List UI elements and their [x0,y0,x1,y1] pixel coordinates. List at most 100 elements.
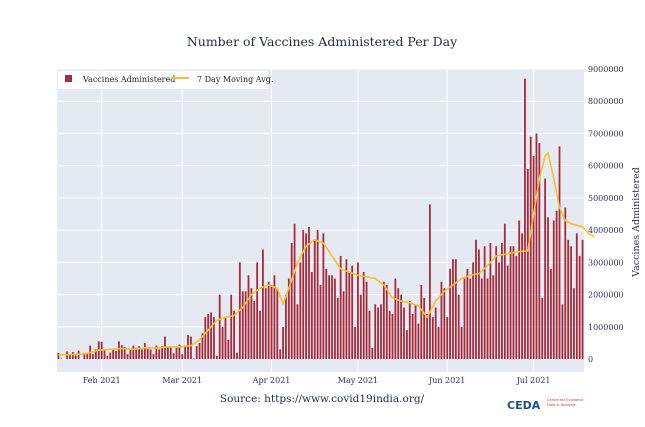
logo-subtitle-line1: Centre for Economic [547,398,584,402]
bar [529,136,532,360]
bar [218,294,221,360]
bar [446,317,449,360]
legend-bar-swatch [65,75,72,82]
bar [567,239,570,360]
bar [250,288,253,360]
bar [224,317,227,360]
bar [308,226,310,360]
bar [555,210,558,360]
bar [190,336,192,360]
bar [195,346,198,360]
bar [443,288,446,360]
bar [515,255,518,360]
y-tick-label: 7000000 [588,129,624,138]
bar [342,291,345,360]
bar [328,275,331,360]
bar [334,278,336,360]
bar [270,284,273,360]
bar [57,352,60,360]
bar [532,156,535,360]
moving-average-line [58,152,595,356]
bar [477,249,480,360]
bar [247,275,250,360]
bar [287,278,290,360]
bar [290,243,293,360]
bar [253,301,256,360]
bar [354,326,356,360]
bar [302,230,305,360]
bar [118,341,120,360]
y-tick-label: 1000000 [588,323,624,332]
bar [210,312,212,360]
bar [184,346,187,360]
x-axis-ticks: Feb 2021 Mar 2021 Apr 2021 May 2021 Jun 2021… [83,376,551,385]
bar [293,223,296,360]
y-tick-label: 6000000 [588,162,624,171]
bar [109,352,112,360]
bar [411,313,414,360]
bar [207,313,210,360]
bar [204,317,207,360]
bar [403,307,405,360]
bar [437,326,440,360]
bar [463,278,466,360]
bar [362,272,365,360]
bar [175,347,178,360]
bar-series [57,78,584,360]
bar [267,281,270,360]
bar [319,284,322,360]
bar [178,344,181,360]
bar [518,220,521,360]
bar [285,294,287,360]
bar [380,304,382,360]
bar [521,233,523,360]
bar [166,346,169,360]
legend-box [58,71,268,89]
bar [201,333,204,360]
bar [299,262,302,360]
bar [198,342,201,360]
bar [573,288,575,360]
bar [112,349,115,360]
bar [181,354,184,360]
bar [564,207,567,360]
bar [103,349,106,360]
y-axis-ticks: 0 1000000 2000000 3000000 4000000 5000000 6000… [588,65,624,364]
bar [83,354,86,360]
bar [368,310,371,360]
bar [483,246,486,360]
x-tick-label: Mar 2021 [162,376,202,385]
bar [538,143,541,360]
bar [348,272,351,360]
logo-name: CEDA [507,399,541,412]
bar [365,281,368,360]
bar [230,294,233,360]
bar [351,265,354,360]
bar [264,288,267,360]
bar [262,249,264,360]
bar [503,223,506,360]
x-tick-label: Feb 2021 [83,376,121,385]
bar [526,168,529,360]
bar [94,349,97,360]
y-axis-label: Vaccines Administered [631,167,642,278]
bar [359,294,362,360]
bar [385,284,388,360]
bar [547,217,549,360]
bar [472,262,475,360]
bar [512,246,515,360]
source-text: Source: https://www.covid19india.org/ [220,393,425,405]
bar [469,278,472,360]
bar [138,346,140,360]
bar [146,347,149,360]
bar [236,352,238,360]
bar [169,346,172,360]
moving-average-series [58,152,595,356]
bar [143,342,146,360]
bar [135,347,138,360]
bar [129,349,132,360]
bar [282,326,284,360]
bar [357,262,359,360]
bar [345,259,348,360]
